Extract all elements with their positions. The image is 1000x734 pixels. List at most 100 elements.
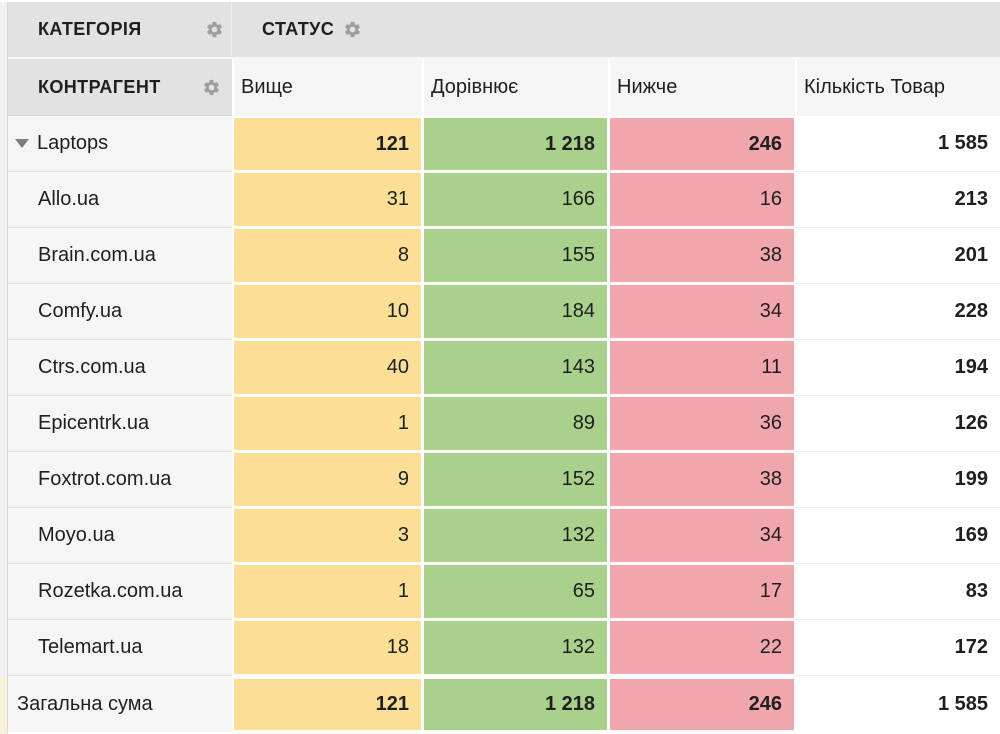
grand-total-label: Загальна сума xyxy=(17,692,153,715)
cell-count: 1 585 xyxy=(795,116,1000,172)
table-row: Ctrs.com.ua 40 143 11 194 xyxy=(0,340,1000,396)
cell-below: 34 xyxy=(608,284,795,340)
counterparty-settings-gear-icon[interactable] xyxy=(202,78,221,97)
cell-equal: 143 xyxy=(422,340,608,396)
frozen-gutter xyxy=(0,732,8,734)
cell-below: 38 xyxy=(608,228,795,284)
row-label: Epicentrk.ua xyxy=(38,412,150,434)
cell-equal: 184 xyxy=(422,284,608,340)
cell-count: 213 xyxy=(795,172,1000,228)
row-label-cell: Telemart.ua xyxy=(8,620,232,676)
grand-total-row: Загальна сума 121 1 218 246 1 585 xyxy=(0,676,1000,732)
row-label-cell: Allo.ua xyxy=(8,172,232,228)
row-label: Brain.com.ua xyxy=(38,244,156,266)
header-row-columns: КОНТРАГЕНТ Вище Дорівнює Нижче Кількість… xyxy=(0,59,1000,116)
cell-above: 40 xyxy=(232,340,422,396)
cell-count: 1 585 xyxy=(795,676,1000,732)
table-row: Telemart.ua 18 132 22 172 xyxy=(0,620,1000,676)
cell-count: 169 xyxy=(795,508,1000,564)
cell-equal: 65 xyxy=(422,564,608,620)
row-label: Moyo.ua xyxy=(38,524,115,546)
table-row: Comfy.ua 10 184 34 228 xyxy=(0,284,1000,340)
category-header-cell: КАТЕГОРІЯ xyxy=(8,2,232,59)
row-label-cell: Ctrs.com.ua xyxy=(8,340,232,396)
row-label: Comfy.ua xyxy=(38,300,123,322)
frozen-gutter xyxy=(0,396,8,452)
column-header-count: Кількість Товар xyxy=(795,59,1000,116)
frozen-gutter xyxy=(0,284,8,340)
row-label-cell: Загальна сума xyxy=(8,676,232,732)
table-row: Foxtrot.com.ua 9 152 38 199 xyxy=(0,452,1000,508)
cell-equal: 155 xyxy=(422,228,608,284)
cell-above: 121 xyxy=(232,676,422,732)
cell-count: 194 xyxy=(795,340,1000,396)
category-settings-gear-icon[interactable] xyxy=(205,20,224,39)
frozen-gutter xyxy=(0,2,8,59)
frozen-gutter xyxy=(0,452,8,508)
column-header-above: Вище xyxy=(232,59,422,116)
row-label-cell: Foxtrot.com.ua xyxy=(8,452,232,508)
cell-count: 83 xyxy=(795,564,1000,620)
row-label: Laptops xyxy=(37,132,109,154)
frozen-gutter xyxy=(0,228,8,284)
cell-below: 246 xyxy=(608,116,795,172)
table-row: Rozetka.com.ua 1 65 17 83 xyxy=(0,564,1000,620)
cell-count: 228 xyxy=(795,284,1000,340)
cell-equal: 166 xyxy=(422,172,608,228)
cell-equal: 132 xyxy=(422,508,608,564)
cell-equal: 132 xyxy=(422,620,608,676)
column-header-below: Нижче xyxy=(608,59,795,116)
cell-below: 22 xyxy=(608,620,795,676)
status-settings-gear-icon[interactable] xyxy=(343,20,362,39)
frozen-gutter xyxy=(0,676,8,732)
cell-above: 8 xyxy=(232,228,422,284)
table-bottom-edge xyxy=(0,732,1000,734)
frozen-gutter xyxy=(0,172,8,228)
cell-below: 38 xyxy=(608,452,795,508)
row-label: Ctrs.com.ua xyxy=(38,356,146,378)
cell-above: 121 xyxy=(232,116,422,172)
row-label-cell: Brain.com.ua xyxy=(8,228,232,284)
row-label-cell: Comfy.ua xyxy=(8,284,232,340)
cell-count: 126 xyxy=(795,396,1000,452)
row-label: Allo.ua xyxy=(38,188,100,210)
cell-equal: 152 xyxy=(422,452,608,508)
bottom-filler xyxy=(8,732,1000,734)
table-row: Brain.com.ua 8 155 38 201 xyxy=(0,228,1000,284)
row-label-cell: Moyo.ua xyxy=(8,508,232,564)
table-row: Laptops 121 1 218 246 1 585 xyxy=(0,116,1000,172)
frozen-gutter xyxy=(0,564,8,620)
row-label: Foxtrot.com.ua xyxy=(38,468,172,490)
cell-count: 199 xyxy=(795,452,1000,508)
table-row: Moyo.ua 3 132 34 169 xyxy=(0,508,1000,564)
frozen-gutter xyxy=(0,116,8,172)
cell-below: 36 xyxy=(608,396,795,452)
collapse-triangle-icon[interactable] xyxy=(15,139,29,148)
row-label-cell: Epicentrk.ua xyxy=(8,396,232,452)
cell-above: 9 xyxy=(232,452,422,508)
cell-below: 11 xyxy=(608,340,795,396)
cell-above: 3 xyxy=(232,508,422,564)
category-header-label: КАТЕГОРІЯ xyxy=(38,19,142,39)
table-row: Epicentrk.ua 1 89 36 126 xyxy=(0,396,1000,452)
cell-below: 17 xyxy=(608,564,795,620)
table-row: Allo.ua 31 166 16 213 xyxy=(0,172,1000,228)
status-header-cell: СТАТУС xyxy=(232,2,1000,59)
frozen-gutter xyxy=(0,340,8,396)
cell-above: 18 xyxy=(232,620,422,676)
cell-below: 34 xyxy=(608,508,795,564)
header-row-fields: КАТЕГОРІЯ СТАТУС xyxy=(0,2,1000,59)
row-label-cell: Rozetka.com.ua xyxy=(8,564,232,620)
status-header-label: СТАТУС xyxy=(262,19,335,39)
frozen-gutter xyxy=(0,508,8,564)
cell-above: 1 xyxy=(232,564,422,620)
cell-equal: 89 xyxy=(422,396,608,452)
frozen-gutter xyxy=(0,59,8,116)
cell-equal: 1 218 xyxy=(422,676,608,732)
row-label-cell[interactable]: Laptops xyxy=(8,116,232,172)
cell-above: 1 xyxy=(232,396,422,452)
cell-below: 16 xyxy=(608,172,795,228)
row-label: Rozetka.com.ua xyxy=(38,580,183,602)
cell-count: 201 xyxy=(795,228,1000,284)
